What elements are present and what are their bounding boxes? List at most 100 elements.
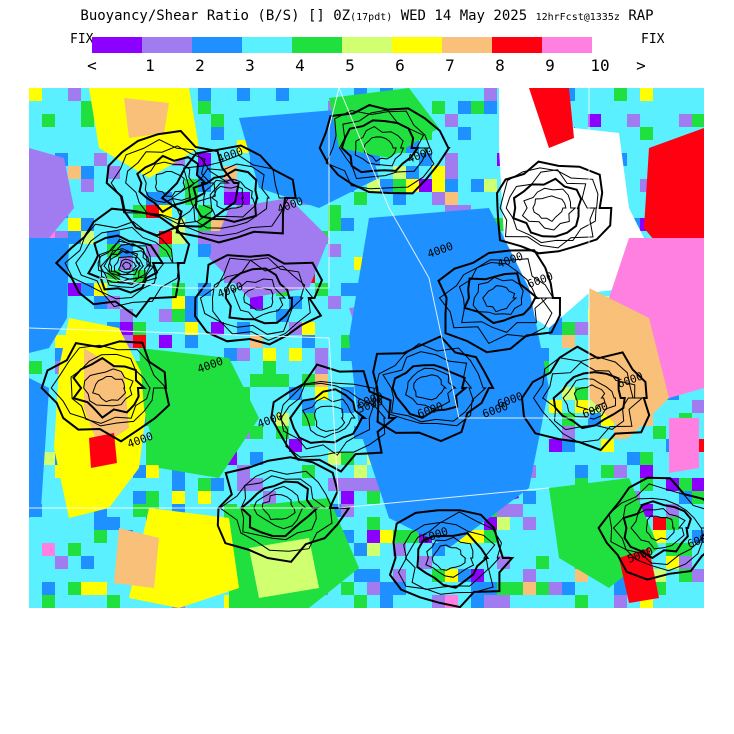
field-cell [354,543,367,556]
green-west [139,348,259,478]
field-cell [679,543,692,556]
field-cell [211,127,224,140]
field-cell [341,387,354,400]
field-cell [107,504,120,517]
contour-line [463,272,540,325]
field-cell [471,543,484,556]
field-cell [393,192,406,205]
field-cell [458,127,471,140]
field-cell [692,400,704,413]
field-cell [341,244,354,257]
field-cell [549,439,562,452]
field-cell [94,595,107,608]
field-cell [107,517,120,530]
field-cell [432,166,445,179]
legend-tick: 3 [245,56,255,75]
field-cell [250,88,263,101]
field-cell [575,400,588,413]
legend-tick: 5 [345,56,355,75]
field-cell [380,530,393,543]
ne-red [529,88,574,148]
field-cell [523,517,536,530]
field-cell [536,582,549,595]
field-cell [601,452,614,465]
contour-line [532,356,644,444]
field-cell [328,244,341,257]
field-cell [666,101,679,114]
field-cell [471,595,484,608]
contour-line [70,353,151,424]
field-cell [42,582,55,595]
hotspot-east [669,418,699,473]
field-cell [562,335,575,348]
field-cell [523,530,536,543]
contour-line [75,226,174,300]
contour-line [280,382,375,456]
field-cell [653,439,666,452]
field-cell [107,166,120,179]
field-cell [354,569,367,582]
field-cell [237,348,250,361]
contour-line [552,371,626,430]
field-cell [211,114,224,127]
contour-line [520,345,651,452]
field-cell [133,504,146,517]
field-cell [497,595,510,608]
field-cell [276,413,289,426]
field-cell [679,504,692,517]
field-cell [68,218,81,231]
contour-line [224,267,294,325]
contour-line [338,109,429,180]
field-cell [575,595,588,608]
field-cell [276,322,289,335]
field-cell [159,478,172,491]
contour-line [354,126,405,167]
field-cell [523,569,536,582]
field-cell [146,491,159,504]
field-cell [133,491,146,504]
field-cell [224,348,237,361]
contour-line [171,154,289,237]
field-cell [406,192,419,205]
contour-line [188,163,271,229]
field-cell [107,231,120,244]
field-cell [198,491,211,504]
field-cell [601,114,614,127]
contour-line [325,109,435,190]
field-cell [224,322,237,335]
field-cell [185,166,198,179]
field-cell [276,309,289,322]
contour-line [154,171,186,197]
field-cell [42,543,55,556]
field-cell [445,166,458,179]
field-cell [484,582,497,595]
field-cell [536,556,549,569]
field-cell [120,322,133,335]
field-cell [185,322,198,335]
chart-title: Buoyancy/Shear Ratio (B/S) [] 0Z(17pdt) … [0,8,734,24]
field-cell [172,309,185,322]
field-cell [666,556,679,569]
title-run: 12hrFcst@1335z [535,12,620,23]
field-cell [354,478,367,491]
contour-line [136,154,208,214]
legend-swatch [442,37,492,53]
contour-line [92,376,127,403]
field-cell [29,582,42,595]
contour-ring [113,256,142,276]
field-cell [484,166,497,179]
contour-line [270,363,398,473]
field-cell [367,595,380,608]
field-cell [549,348,562,361]
field-cell [484,530,497,543]
contour-line [431,544,467,571]
field-cell [692,569,704,582]
field-cell [172,296,185,309]
field-cell [328,205,341,218]
field-cell [211,595,224,608]
field-cell [211,322,224,335]
field-cell [42,504,55,517]
contour-line [71,356,147,419]
field-cell [81,127,94,140]
border-or-ca [29,327,330,339]
